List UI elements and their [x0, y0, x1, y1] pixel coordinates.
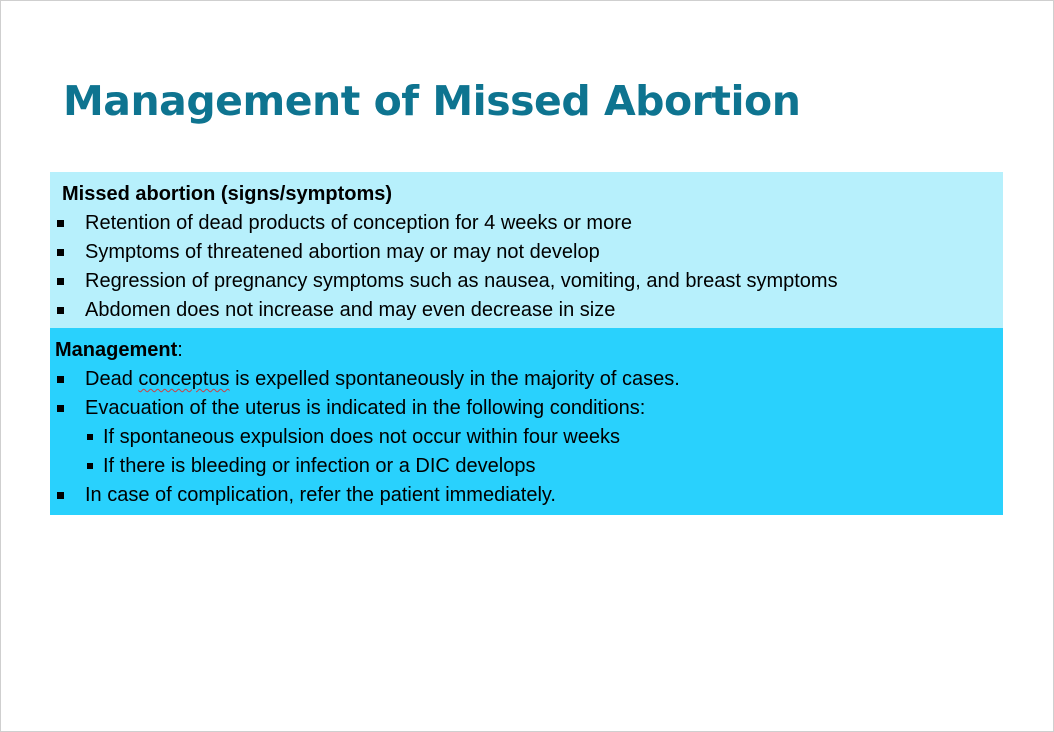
spellcheck-flagged-word[interactable]: conceptus — [138, 368, 230, 390]
list-item: Abdomen does not increase and may even d… — [50, 296, 1003, 325]
square-bullet-icon — [57, 249, 64, 256]
square-bullet-icon — [57, 307, 64, 314]
text-run: Dead — [85, 368, 139, 390]
sub-list-item: If there is bleeding or infection or a D… — [50, 452, 1003, 481]
list-item: In case of complication, refer the patie… — [50, 481, 1003, 510]
square-bullet-icon — [87, 463, 93, 469]
management-heading: Management: — [50, 336, 1003, 365]
management-heading-label: Management — [55, 339, 178, 361]
management-list: Dead conceptus is expelled spontaneously… — [50, 365, 1003, 510]
square-bullet-icon — [87, 434, 93, 440]
list-item-text: Symptoms of threatened abortion may or m… — [85, 241, 600, 263]
management-heading-colon: : — [177, 339, 183, 361]
list-item: Symptoms of threatened abortion may or m… — [50, 238, 1003, 267]
sub-list-item-text: If spontaneous expulsion does not occur … — [103, 426, 620, 448]
list-item: Dead conceptus is expelled spontaneously… — [50, 365, 1003, 394]
list-item-text: Evacuation of the uterus is indicated in… — [85, 397, 646, 419]
square-bullet-icon — [57, 492, 64, 499]
text-run: is expelled spontaneously in the majorit… — [229, 368, 680, 390]
signs-symptoms-list: Retention of dead products of conception… — [50, 209, 1003, 325]
sub-list-item: If spontaneous expulsion does not occur … — [50, 423, 1003, 452]
list-item: Evacuation of the uterus is indicated in… — [50, 394, 1003, 423]
square-bullet-icon — [57, 405, 64, 412]
sub-list-item-text: If there is bleeding or infection or a D… — [103, 455, 536, 477]
list-item-text: Abdomen does not increase and may even d… — [85, 299, 616, 321]
list-item: Retention of dead products of conception… — [50, 209, 1003, 238]
square-bullet-icon — [57, 278, 64, 285]
square-bullet-icon — [57, 376, 64, 383]
slide-title: Management of Missed Abortion — [63, 77, 801, 125]
list-item: Regression of pregnancy symptoms such as… — [50, 267, 1003, 296]
signs-symptoms-box: Missed abortion (signs/symptoms) Retenti… — [50, 172, 1003, 328]
list-item-text: Regression of pregnancy symptoms such as… — [85, 270, 838, 292]
square-bullet-icon — [57, 220, 64, 227]
list-item-text: Retention of dead products of conception… — [85, 212, 632, 234]
list-item-text: In case of complication, refer the patie… — [85, 484, 556, 506]
management-box: Management: Dead conceptus is expelled s… — [50, 328, 1003, 515]
list-item-text: Dead conceptus is expelled spontaneously… — [85, 368, 680, 390]
signs-symptoms-heading: Missed abortion (signs/symptoms) — [62, 183, 393, 205]
